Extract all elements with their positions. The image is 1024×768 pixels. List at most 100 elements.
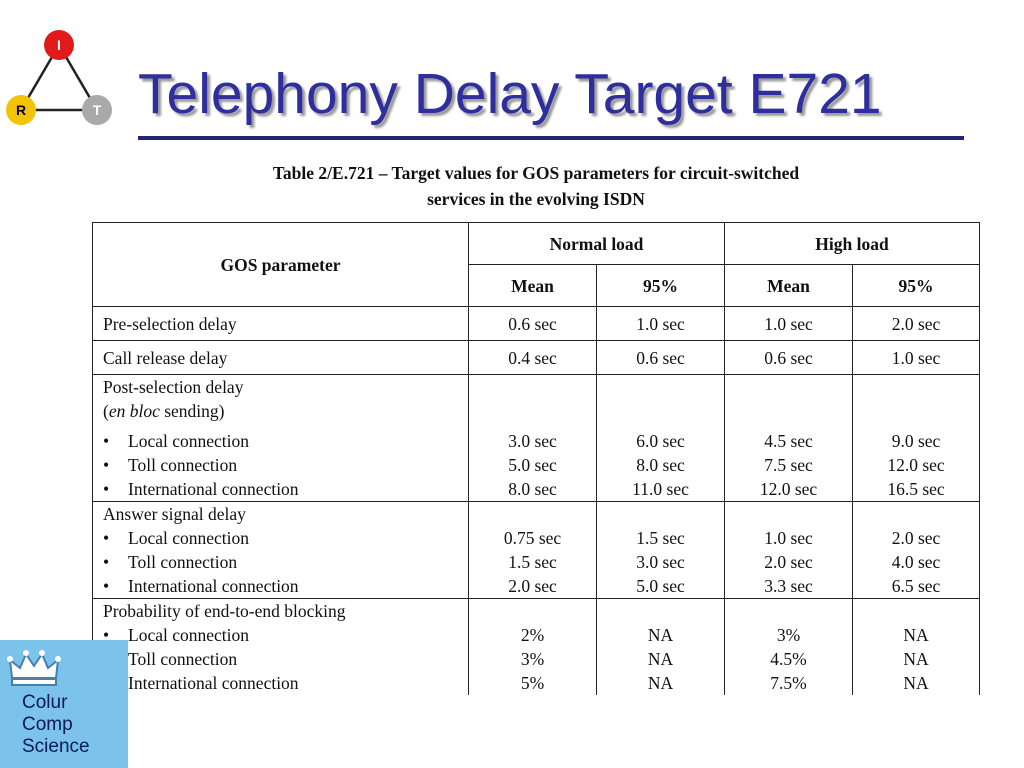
value: 1.5 sec <box>636 528 685 548</box>
value: 4.5% <box>770 649 807 669</box>
list-item: • Local connection <box>103 526 468 550</box>
cell-high-mean: 1.0 sec <box>724 306 854 341</box>
spacer <box>725 399 852 423</box>
table-row-blocking-probability: Probability of end-to-end blocking • Loca… <box>92 598 981 695</box>
table-row-pre-selection: Pre-selection delay 0.6 sec 1.0 sec 1.0 … <box>92 306 981 341</box>
value: 8.0 sec <box>508 479 557 499</box>
value: 2.0 sec <box>508 576 557 596</box>
value: NA <box>903 673 929 693</box>
spacer <box>725 502 852 526</box>
value: NA <box>903 625 929 645</box>
value: 4.0 sec <box>891 552 941 572</box>
group-note-italic: en bloc <box>108 401 160 421</box>
item-label: International connection <box>128 673 299 693</box>
row-label: Pre-selection delay <box>92 306 469 341</box>
institution-logo: Colur Comp Science <box>0 640 128 768</box>
table-caption: Table 2/E.721 – Target values for GOS pa… <box>92 160 980 212</box>
value: 5.0 sec <box>636 576 685 596</box>
cell-normal-95: 6.0 sec 8.0 sec 11.0 sec <box>595 374 726 502</box>
value: NA <box>647 673 674 693</box>
cell-normal-mean: 2% 3% 5% <box>468 598 597 695</box>
value: 4.5 sec <box>764 431 813 451</box>
item-label: International connection <box>128 576 299 596</box>
header-high-load: High load <box>724 222 981 265</box>
cell-high-mean: 4.5 sec 7.5 sec 12.0 sec <box>724 374 854 502</box>
logo-node-r <box>6 95 36 125</box>
value: 12.0 sec <box>887 455 945 475</box>
logo-letter-r: R <box>16 102 26 118</box>
institution-line-1: Colur <box>22 692 68 713</box>
spacer <box>469 599 596 623</box>
spacer <box>853 599 979 623</box>
list-item: •Toll connection <box>103 453 468 477</box>
institution-line-2: Comp <box>22 714 73 735</box>
group-cell: Post-selection delay (en bloc sending) •… <box>92 374 469 502</box>
table-row-call-release: Call release delay 0.4 sec 0.6 sec 0.6 s… <box>92 340 981 375</box>
table-row-post-selection: Post-selection delay (en bloc sending) •… <box>92 374 981 502</box>
table-header-row: GOS parameter Normal load High load <box>92 222 981 307</box>
value: NA <box>903 649 929 669</box>
spacer <box>853 399 979 423</box>
cell-normal-95: 1.0 sec <box>595 306 726 341</box>
value: 8.0 sec <box>636 455 685 475</box>
value: 7.5 sec <box>764 455 813 475</box>
bullet-icon: • <box>103 625 110 645</box>
logo-letter-t: T <box>93 102 102 118</box>
value: 6.0 sec <box>636 431 685 451</box>
table-subheader-row: Mean 95% Mean 95% <box>93 264 981 307</box>
cell-normal-95: NA NA NA <box>595 598 726 695</box>
institution-line-3: Science <box>22 736 90 757</box>
value: 16.5 sec <box>887 479 945 499</box>
logo-node-t <box>82 95 112 125</box>
value: 12.0 sec <box>759 479 818 499</box>
value: 1.5 sec <box>508 552 557 572</box>
value: 0.75 sec <box>503 528 562 548</box>
value: 5.0 sec <box>508 455 557 475</box>
value: 2% <box>520 625 545 645</box>
value: 2.0 sec <box>891 528 941 548</box>
value: 7.5% <box>770 673 807 693</box>
title-underline <box>138 136 964 140</box>
crown-icon <box>7 650 61 686</box>
cell-high-95: NA NA NA <box>852 598 981 695</box>
list-item: •International connection <box>103 671 468 695</box>
list-item: • Toll connection <box>103 550 468 574</box>
group-label: Probability of end-to-end blocking <box>103 601 346 621</box>
item-label: Local connection <box>128 431 249 451</box>
spacer <box>469 375 596 399</box>
value: 6.5 sec <box>891 576 941 596</box>
value: NA <box>647 649 674 669</box>
spacer <box>725 599 852 623</box>
value: 3.0 sec <box>508 431 557 451</box>
item-label: Toll connection <box>128 552 238 572</box>
header-high-95: 95% <box>852 264 981 307</box>
group-note-suffix: sending) <box>159 401 225 421</box>
rti-triangle-logo: I R T <box>6 30 112 125</box>
bullet-icon: • <box>103 552 110 572</box>
cell-normal-95: 0.6 sec <box>595 340 726 375</box>
cell-normal-mean: 0.4 sec <box>468 340 597 375</box>
cell-high-95: 2.0 sec 4.0 sec 6.5 sec <box>852 501 981 599</box>
table-caption-line-1: Table 2/E.721 – Target values for GOS pa… <box>272 163 800 183</box>
list-item: • Local connection <box>103 429 468 453</box>
value: 3% <box>776 625 801 645</box>
slide-title: Telephony Delay Target E721 <box>138 62 882 126</box>
cell-high-95: 1.0 sec <box>852 340 981 375</box>
group-label: Post-selection delay <box>103 377 244 397</box>
table-caption-line-2: services in the evolving ISDN <box>427 189 645 209</box>
cell-normal-mean: 3.0 sec 5.0 sec 8.0 sec <box>468 374 597 502</box>
bullet-icon: • <box>103 576 110 596</box>
cell-normal-mean: 0.75 sec 1.5 sec 2.0 sec <box>468 501 597 599</box>
list-item: •Toll connection <box>103 647 468 671</box>
spacer <box>469 502 596 526</box>
row-label: Call release delay <box>92 340 469 375</box>
cell-high-mean: 1.0 sec 2.0 sec 3.3 sec <box>724 501 854 599</box>
bullet-icon: • <box>103 479 110 499</box>
spacer <box>725 375 852 399</box>
spacer <box>597 502 724 526</box>
bullet-icon: • <box>103 455 110 475</box>
list-item: •International connection <box>103 477 468 501</box>
value: 3.3 sec <box>764 576 813 596</box>
spacer <box>597 599 724 623</box>
bullet-icon: • <box>103 528 110 548</box>
